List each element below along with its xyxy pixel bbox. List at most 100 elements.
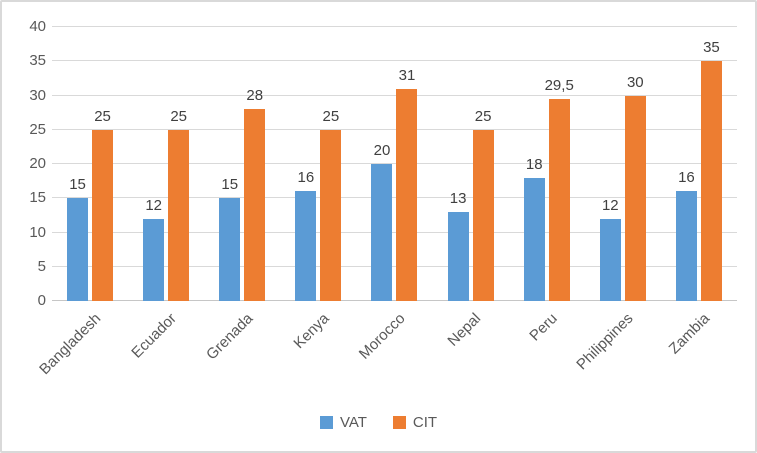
cit-bar-fill	[472, 129, 494, 301]
x-axis-label-anchor: Zambia	[541, 310, 713, 357]
x-axis-label-bangladesh: Bangladesh	[36, 310, 105, 379]
legend-item-cit: CIT	[392, 414, 438, 431]
cit-bar-fill	[624, 95, 646, 301]
gridline-y0	[52, 300, 737, 301]
vat-bar-fill	[675, 191, 697, 301]
x-axis-label-kenya: Kenya	[290, 310, 333, 353]
y-axis-tick-10: 10	[29, 223, 46, 241]
cit-value-label-ecuador: 25	[170, 107, 187, 125]
y-axis-tick-0: 0	[37, 292, 46, 309]
y-axis-tick-15: 15	[29, 189, 46, 207]
x-axis-label-anchor: Ecuador	[8, 310, 181, 362]
y-axis-tick-5: 5	[37, 257, 46, 275]
vat-bar-fill	[143, 218, 165, 301]
cit-value-label-nepal: 25	[474, 107, 492, 125]
vat-bar-fill	[219, 198, 241, 301]
vat-bar-kenya: 16	[295, 27, 317, 301]
y-axis-tick-25: 25	[29, 120, 46, 138]
cit-value-label-kenya: 25	[322, 107, 340, 125]
x-axis-label-anchor: Morocco	[237, 310, 409, 363]
bar-group-bangladesh: 15 25	[52, 27, 128, 301]
bar-group-grenada: 15 28	[204, 27, 280, 301]
vat-value-label-zambia: 16	[678, 169, 695, 187]
vat-bar-fill	[447, 211, 469, 301]
legend: VAT CIT	[2, 414, 755, 431]
x-axis-label-philippines: Philippines	[573, 310, 637, 374]
cit-bar-ecuador: 25	[168, 27, 190, 301]
x-axis-label-anchor: Bangladesh	[2, 310, 104, 378]
y-axis-tick-30: 30	[29, 86, 46, 104]
gridline-y10	[52, 231, 737, 233]
vat-bar-grenada: 15	[219, 27, 241, 301]
legend-label-cit: CIT	[412, 414, 438, 431]
vat-bar-fill	[371, 164, 393, 301]
vat-bar-bangladesh: 15	[67, 27, 89, 301]
cit-bar-nepal: 25	[472, 27, 494, 301]
y-axis-tick-35: 35	[29, 52, 46, 70]
cit-bar-bangladesh: 25	[92, 27, 114, 301]
cit-swatch-icon	[392, 416, 406, 429]
cit-bar-morocco: 31	[396, 27, 418, 301]
vat-value-label-peru: 18	[525, 155, 543, 173]
cit-value-label-philippines: 30	[626, 73, 644, 91]
cit-bar-grenada: 28	[244, 27, 266, 301]
vat-bar-morocco: 20	[371, 27, 393, 301]
cit-bar-peru: 29,5	[545, 27, 574, 301]
cit-value-label-zambia: 35	[703, 39, 720, 57]
x-axis-label-grenada: Grenada	[202, 310, 257, 364]
cit-value-label-morocco: 31	[398, 66, 416, 84]
vat-value-label-ecuador: 12	[145, 196, 162, 214]
cit-bar-fill	[168, 129, 190, 301]
gridline-y20	[52, 163, 737, 164]
bar-group-peru: 18 29,5	[509, 27, 585, 301]
cit-bar-fill	[548, 98, 570, 301]
plot-area: 15 25 12 25 15 28 16 25 20 31 13 25 18 29,5 12 30 16 35	[52, 26, 737, 301]
x-axis-label-anchor: Philippines	[465, 310, 637, 373]
cit-bar-fill	[92, 129, 114, 301]
bar-group-morocco: 20 31	[356, 27, 432, 301]
x-axis-label-anchor: Nepal	[313, 310, 485, 350]
cit-bar-zambia: 35	[700, 27, 722, 301]
bar-group-ecuador: 12 25	[128, 27, 204, 301]
x-axis-label-nepal: Nepal	[444, 310, 485, 350]
vat-bar-ecuador: 12	[143, 27, 165, 301]
x-axis-label-anchor: Kenya	[160, 310, 332, 352]
cit-bar-fill	[700, 61, 722, 301]
bar-group-philippines: 12 30	[585, 27, 661, 301]
cit-bar-fill	[396, 88, 418, 301]
vat-bar-fill	[523, 177, 545, 301]
vat-value-label-philippines: 12	[601, 196, 619, 214]
cit-value-label-bangladesh: 25	[94, 107, 111, 125]
cit-bar-fill	[320, 129, 342, 301]
vat-swatch-icon	[319, 416, 333, 429]
y-axis-tick-40: 40	[29, 18, 46, 35]
vat-value-label-grenada: 15	[221, 176, 239, 194]
x-axis-label-zambia: Zambia	[665, 310, 713, 358]
x-axis-label-anchor: Grenada	[84, 310, 256, 363]
y-axis-tick-20: 20	[29, 155, 46, 172]
vat-bar-fill	[67, 198, 89, 301]
vat-bar-peru: 18	[523, 27, 545, 301]
cit-bar-fill	[244, 109, 266, 301]
cit-value-label-grenada: 28	[246, 87, 264, 105]
gridline-y5	[52, 265, 737, 267]
legend-item-vat: VAT	[319, 414, 367, 431]
vat-value-label-bangladesh: 15	[69, 176, 86, 194]
gridline-y15	[52, 197, 737, 199]
vat-bar-fill	[295, 191, 317, 301]
vat-value-label-morocco: 20	[373, 142, 391, 159]
x-axis-label-peru: Peru	[526, 310, 561, 345]
legend-label-vat: VAT	[339, 414, 367, 431]
cit-value-label-peru: 29,5	[544, 76, 574, 94]
cit-bar-philippines: 30	[624, 27, 646, 301]
x-axis-label-morocco: Morocco	[355, 310, 409, 363]
cit-bar-kenya: 25	[320, 27, 342, 301]
vat-bar-zambia: 16	[675, 27, 697, 301]
bar-group-nepal: 13 25	[433, 27, 509, 301]
gridline-y35	[52, 60, 737, 62]
x-axis-label-ecuador: Ecuador	[128, 310, 181, 362]
vat-bar-philippines: 12	[599, 27, 621, 301]
gridline-y25	[52, 128, 737, 130]
x-axis-label-anchor: Peru	[389, 310, 560, 344]
